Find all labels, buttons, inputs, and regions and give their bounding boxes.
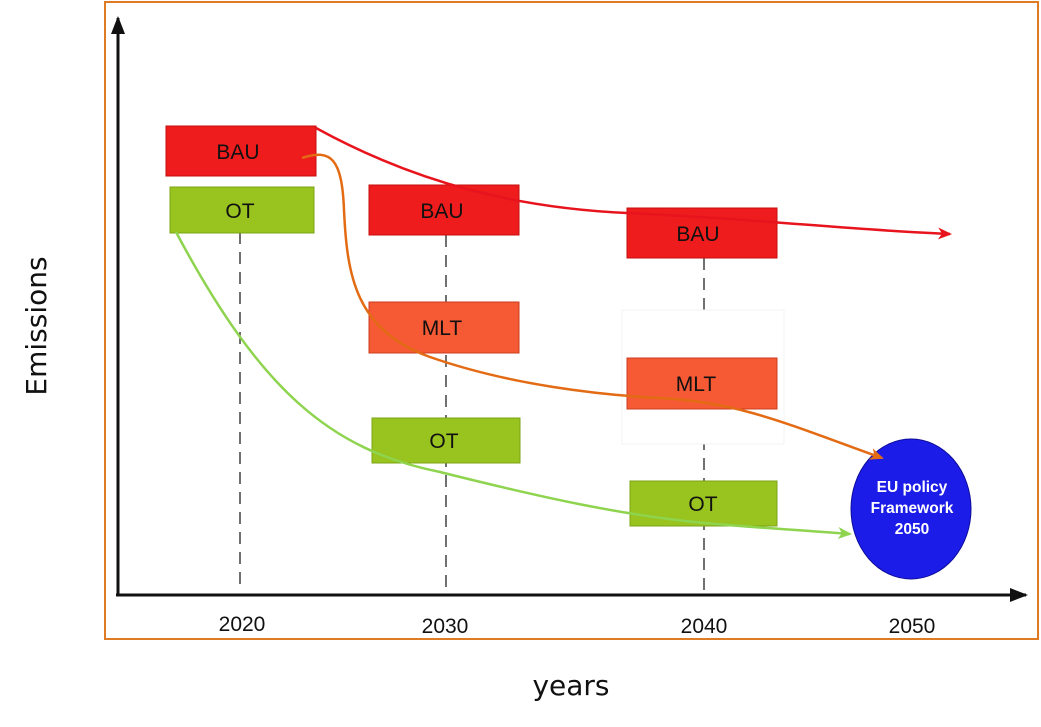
box-ot-2030-label: OT (429, 430, 458, 453)
year-label-2020: 2020 (219, 613, 266, 636)
bau-trajectory-arrow (315, 126, 952, 240)
ot-trajectory-arrow (174, 231, 852, 540)
target-label-line1: EU policy (877, 479, 948, 496)
box-bau-2030: BAU (368, 184, 520, 236)
year-label-2050: 2050 (889, 615, 936, 638)
year-label-2030: 2030 (422, 615, 469, 638)
mlt-trajectory-arrow (301, 153, 884, 460)
box-mlt-2040-label: MLT (676, 373, 717, 396)
box-ot-2020: OT (169, 186, 315, 234)
box-ot-2030: OT (371, 417, 521, 464)
box-mlt-2030: MLT (368, 301, 520, 354)
target-ellipse (850, 438, 972, 580)
diagram-frame (104, 1, 1039, 640)
box-bau-2030-label: BAU (420, 200, 463, 223)
box-bau-2040-label: BAU (676, 223, 719, 246)
box-mlt-2030-label: MLT (422, 317, 463, 340)
y-axis-title: Emissions (20, 256, 53, 395)
box-bau-2040: BAU (626, 207, 778, 259)
target-label-line2: Framework (871, 500, 954, 517)
x-axis-title: years (532, 669, 609, 702)
eu-policy-target: EU policy Framework 2050 (850, 438, 972, 580)
box-bau-2020: BAU (165, 125, 317, 177)
box-bau-2020-label: BAU (216, 141, 259, 164)
box-ot-2020-label: OT (225, 200, 254, 223)
box-ot-2040-label: OT (688, 493, 717, 516)
target-label-line3: 2050 (895, 521, 929, 538)
box-ot-2040: OT (629, 480, 778, 527)
year-label-2040: 2040 (681, 615, 728, 638)
box-mlt-2040: MLT (626, 357, 778, 410)
